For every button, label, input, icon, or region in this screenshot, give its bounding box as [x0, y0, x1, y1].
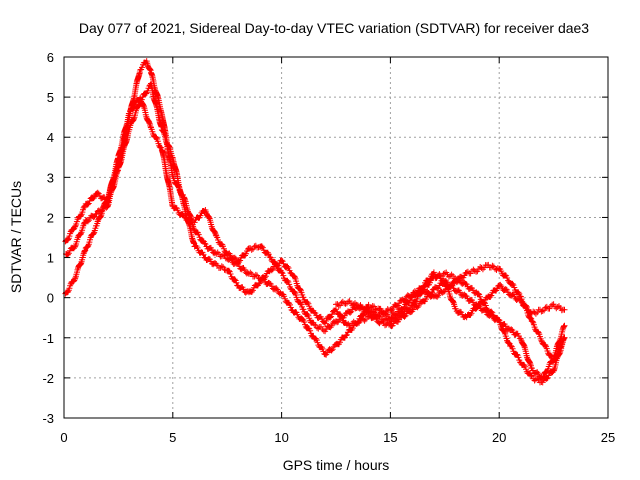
x-tick-label: 10	[274, 430, 288, 445]
y-tick-label: 4	[47, 130, 54, 145]
y-tick-label: 1	[47, 251, 54, 266]
y-tick-label: -3	[42, 411, 54, 426]
x-tick-label: 0	[60, 430, 67, 445]
x-tick-label: 15	[383, 430, 397, 445]
series-track-4	[333, 280, 568, 330]
y-tick-label: -2	[42, 371, 54, 386]
data-markers	[62, 58, 568, 386]
y-tick-label: 2	[47, 210, 54, 225]
x-tick-label: 5	[169, 430, 176, 445]
axis-ticks: 0 5 10 15 20 25 -3 -2 -1 0 1 2 3 4 5 6	[42, 50, 615, 445]
y-tick-label: 3	[47, 170, 54, 185]
plot-frame	[63, 56, 609, 419]
y-tick-label: 5	[47, 90, 54, 105]
series-markers	[333, 280, 568, 330]
chart-title: Day 077 of 2021, Sidereal Day-to-day VTE…	[79, 20, 589, 36]
y-tick-label: 6	[47, 50, 54, 65]
y-tick-label: -1	[42, 331, 54, 346]
x-axis-label: GPS time / hours	[283, 457, 390, 473]
x-tick-label: 20	[492, 430, 506, 445]
y-axis-label: SDTVAR / TECUs	[8, 181, 24, 293]
x-tick-label: 25	[601, 430, 615, 445]
y-tick-label: 0	[47, 291, 54, 306]
